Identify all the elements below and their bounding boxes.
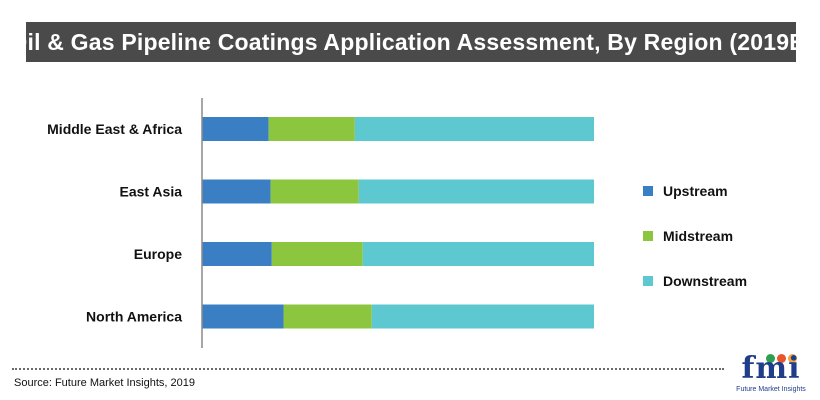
footer-divider bbox=[12, 368, 724, 370]
legend-item-midstream: Midstream bbox=[643, 213, 747, 258]
bar-middle-east-africa-midstream bbox=[268, 117, 355, 141]
bar-middle-east-africa-upstream bbox=[202, 117, 269, 141]
source-note: Source: Future Market Insights, 2019 bbox=[14, 377, 195, 389]
category-label-north-america: North America bbox=[86, 309, 182, 325]
logo-dots-icon bbox=[766, 350, 799, 368]
category-labels: Middle East & Africa East Asia Europe North… bbox=[47, 121, 182, 325]
logo-subtitle: Future Market Insights bbox=[736, 386, 806, 393]
bar-europe-downstream bbox=[362, 242, 594, 266]
bar-north-america-midstream bbox=[283, 304, 372, 329]
chart-title: Oil & Gas Pipeline Coatings Application … bbox=[9, 22, 812, 62]
legend-swatch-downstream bbox=[643, 275, 653, 286]
bar-europe-midstream bbox=[271, 242, 363, 266]
bar-north-america-upstream bbox=[202, 304, 284, 329]
logo-dot-green bbox=[766, 354, 775, 363]
logo-dot-orange bbox=[788, 354, 797, 363]
bar-middle-east-africa-downstream bbox=[354, 117, 594, 141]
legend-label-upstream: Upstream bbox=[663, 182, 728, 199]
category-label-middle-east-africa: Middle East & Africa bbox=[47, 121, 182, 137]
category-label-east-asia: East Asia bbox=[119, 184, 182, 200]
fmi-logo: fmi Future Market Insights bbox=[730, 350, 812, 398]
bar-east-asia-downstream bbox=[358, 179, 594, 204]
legend: Upstream Midstream Downstream bbox=[643, 168, 747, 303]
legend-label-downstream: Downstream bbox=[663, 272, 748, 289]
bar-europe-upstream bbox=[202, 242, 272, 266]
category-label-europe: Europe bbox=[134, 246, 182, 262]
legend-item-downstream: Downstream bbox=[643, 258, 747, 303]
legend-label-midstream: Midstream bbox=[663, 227, 734, 244]
logo-dot-red bbox=[777, 354, 786, 363]
legend-swatch-midstream bbox=[643, 230, 653, 241]
legend-swatch-upstream bbox=[643, 185, 653, 196]
legend-item-upstream: Upstream bbox=[643, 168, 747, 213]
bar-group bbox=[202, 117, 594, 329]
bar-north-america-downstream bbox=[371, 304, 594, 329]
logo-wordmark: fmi bbox=[741, 351, 801, 386]
bar-east-asia-midstream bbox=[270, 179, 359, 204]
bar-east-asia-upstream bbox=[202, 179, 271, 204]
